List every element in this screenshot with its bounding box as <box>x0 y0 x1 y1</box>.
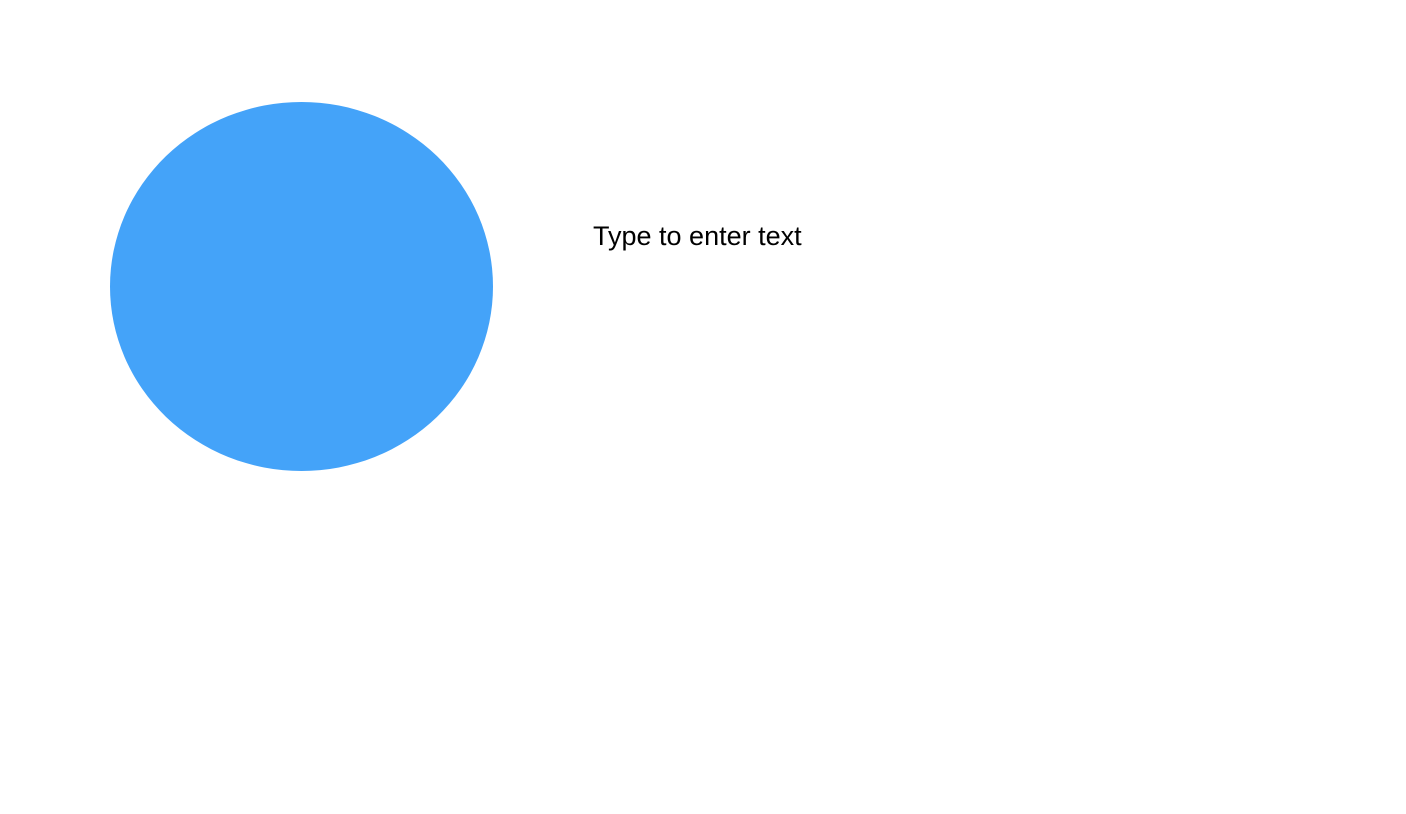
text-box-placeholder: Type to enter text <box>593 221 802 251</box>
ellipse-shape[interactable] <box>110 102 493 471</box>
text-box[interactable]: Type to enter text <box>590 216 816 256</box>
